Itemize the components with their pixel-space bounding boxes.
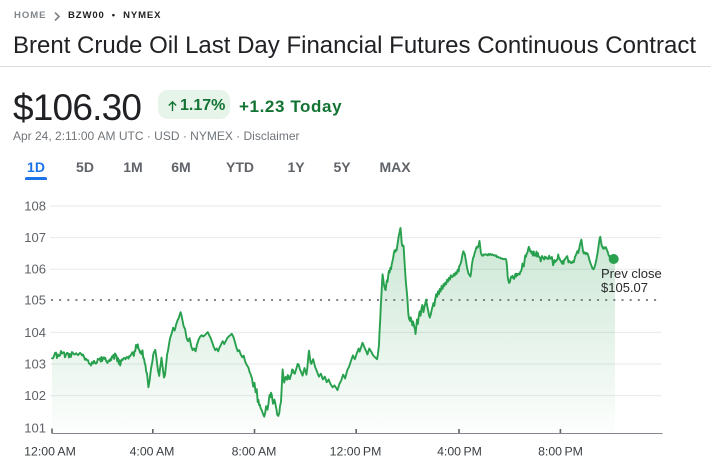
svg-text:102: 102 xyxy=(24,388,46,403)
svg-text:4:00 AM: 4:00 AM xyxy=(130,445,175,459)
svg-text:108: 108 xyxy=(24,199,46,214)
svg-text:106: 106 xyxy=(24,262,46,277)
svg-text:12:00 AM: 12:00 AM xyxy=(24,445,76,459)
svg-text:103: 103 xyxy=(24,357,46,372)
svg-text:8:00 PM: 8:00 PM xyxy=(538,445,583,459)
svg-text:104: 104 xyxy=(24,325,46,340)
svg-text:$105.07: $105.07 xyxy=(601,280,648,295)
svg-text:107: 107 xyxy=(24,230,46,245)
svg-text:8:00 AM: 8:00 AM xyxy=(232,445,277,459)
svg-text:4:00 PM: 4:00 PM xyxy=(437,445,482,459)
svg-text:105: 105 xyxy=(24,293,46,308)
svg-text:Prev close: Prev close xyxy=(601,266,662,281)
svg-text:12:00 PM: 12:00 PM xyxy=(330,445,382,459)
svg-text:101: 101 xyxy=(24,421,46,436)
